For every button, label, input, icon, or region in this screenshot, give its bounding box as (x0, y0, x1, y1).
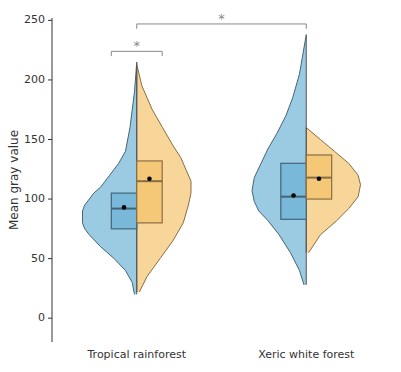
box (137, 161, 162, 223)
y-axis-line (52, 18, 53, 342)
x-tick-label: Xeric white forest (258, 348, 355, 361)
x-tick-label: Tropical rainforest (87, 348, 187, 361)
y-tick-label: 200 (24, 73, 45, 86)
violin-fill (83, 62, 137, 294)
y-tick (48, 199, 52, 200)
mean-marker (122, 205, 127, 210)
y-tick-label: 100 (24, 192, 45, 205)
y-tick-label: 250 (24, 13, 45, 26)
y-tick-label: 150 (24, 133, 45, 146)
violin-outline (252, 35, 306, 285)
y-tick-label: 50 (31, 252, 45, 265)
violin-fill (137, 64, 191, 292)
chart: 0 50 100 150 200 250 Mean gray value Tropical r… (0, 0, 401, 372)
y-tick (48, 258, 52, 259)
significance-label: * (218, 11, 225, 26)
violin-outline (306, 128, 360, 253)
significance-label: * (134, 38, 141, 53)
violin-outline (137, 64, 191, 292)
violin-outline (83, 62, 137, 294)
y-axis-label: Mean gray value (7, 130, 21, 230)
box (111, 193, 136, 229)
violin-fill (252, 35, 306, 285)
y-tick (48, 20, 52, 21)
mean-marker (291, 193, 296, 198)
y-tick (48, 79, 52, 80)
mean-marker (147, 177, 152, 182)
y-tick (48, 139, 52, 140)
violin-fill (306, 128, 360, 253)
box (306, 155, 331, 199)
mean-marker (317, 177, 322, 182)
plot-area (83, 24, 361, 294)
box (281, 163, 306, 219)
y-tick-label: 0 (38, 311, 45, 324)
y-tick (48, 318, 52, 319)
